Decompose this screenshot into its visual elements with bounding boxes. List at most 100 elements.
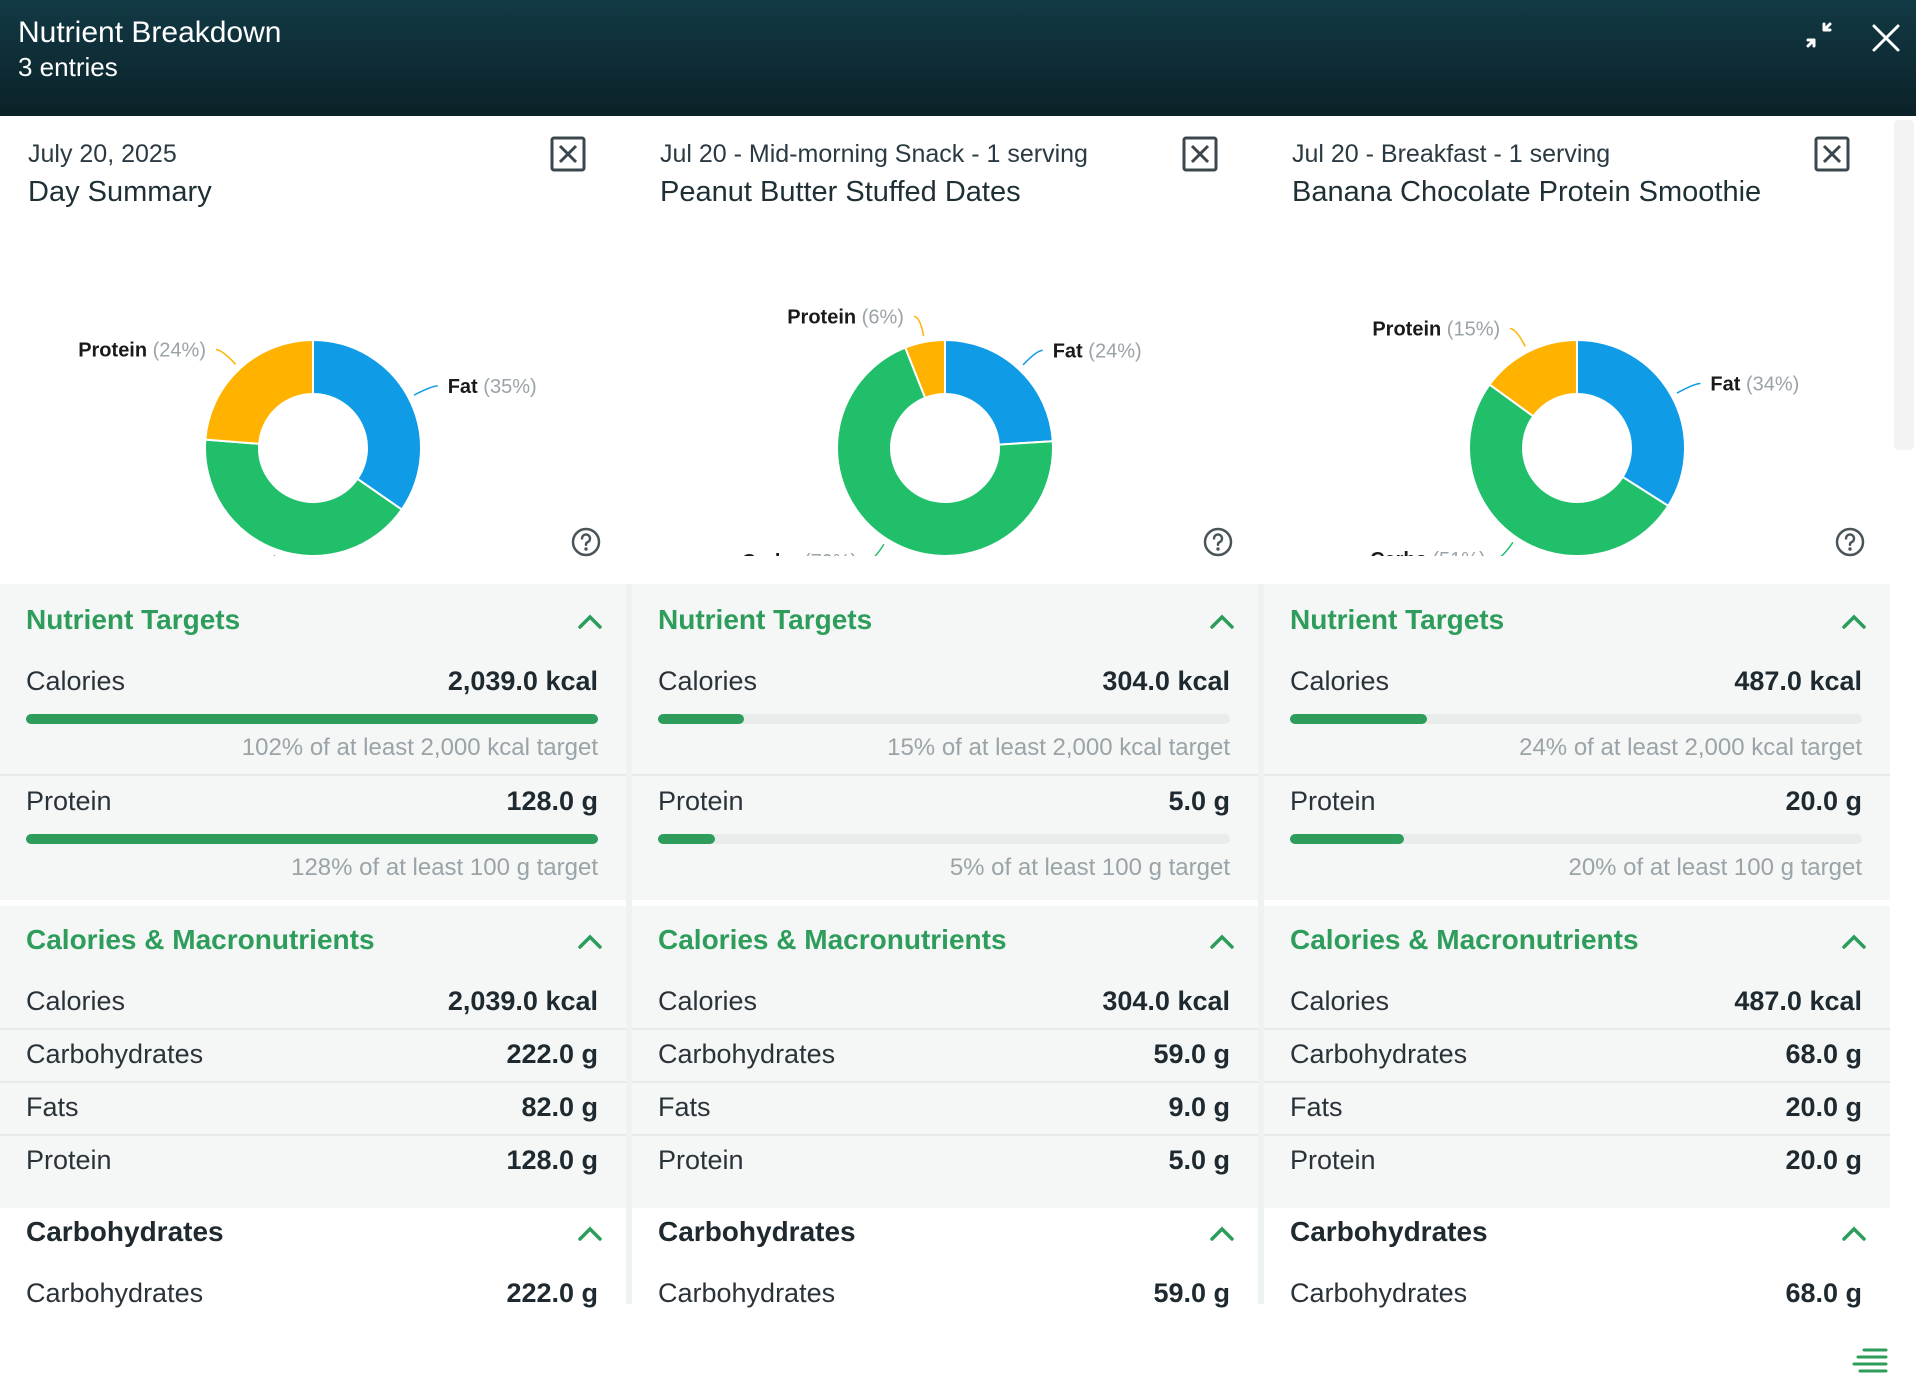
donut-leader-line [1676,382,1701,394]
macro-value: 5.0 g [1168,1145,1230,1175]
close-box-icon [1182,136,1218,172]
macro-label: Protein [26,1145,112,1175]
donut-slice-protein [1488,338,1578,418]
donut-label-protein: Protein (15%) [1372,319,1500,341]
scrollbar[interactable] [1894,120,1914,450]
column-header: July 20, 2025 Day Summary Fat (35%)Carbs… [0,116,626,584]
donut-leader-line [1022,349,1043,366]
donut-slice-carbs [836,346,1054,556]
close-button[interactable] [1866,18,1906,58]
macro-value: 82.0 g [521,1092,598,1122]
target-note: 15% of at least 2,000 kcal target [887,734,1230,761]
collapse-macros-button[interactable] [570,924,610,960]
column-separator [626,584,632,1304]
divider [1264,1028,1890,1030]
macros-title: Calories & Macronutrients [1290,924,1639,955]
macro-label: Carbohydrates [26,1039,204,1069]
calories-progress-bar [1290,714,1862,724]
macro-value: 9.0 g [1168,1092,1230,1122]
donut-leader-line [215,348,237,365]
collapse-carbs-button[interactable] [570,1216,610,1252]
collapse-targets-button[interactable] [1202,604,1242,640]
target-label: Calories [1290,666,1390,696]
macros-section [0,906,626,1208]
donut-slice-fat [1576,338,1686,508]
column-banana-smoothie: Jul 20 - Breakfast - 1 serving Banana Ch… [1264,116,1890,1394]
collapse-targets-button[interactable] [570,604,610,640]
chevron-up-icon [1210,934,1234,949]
carb-value: 59.0 g [1153,1278,1230,1308]
divider [1264,774,1890,776]
donut-slice-carbs [204,438,404,556]
macro-label: Fats [1290,1092,1343,1122]
entry-date: Jul 20 - Breakfast - 1 serving [1292,140,1611,168]
target-note: 20% of at least 100 g target [1568,854,1862,881]
macro-label: Protein [1290,1145,1376,1175]
macros-donut-chart: Fat (34%) Carbs (51%) Protein (15%) [1370,319,1799,556]
remove-entry-button[interactable] [1182,136,1218,172]
collapse-macros-button[interactable] [1834,924,1874,960]
donut-leader-line [874,543,885,556]
chevron-up-icon [578,1226,602,1241]
remove-entry-button[interactable] [1814,136,1850,172]
divider [0,774,626,776]
macro-value: 20.0 g [1785,1092,1862,1122]
help-button[interactable] [570,526,602,558]
progress-fill [1290,714,1428,724]
progress-fill [658,834,716,844]
divider [632,1028,1258,1030]
remove-entry-button[interactable] [550,136,586,172]
menu-button[interactable] [1852,1346,1888,1374]
collapse-carbs-button[interactable] [1834,1216,1874,1252]
carb-label: Carbohydrates [1290,1278,1468,1308]
macro-label: Calories [658,986,758,1016]
target-note: 24% of at least 2,000 kcal target [1519,734,1862,761]
macro-label: Carbohydrates [1290,1039,1468,1069]
nutrient-targets-section [0,584,626,900]
menu-lines-icon [1852,1348,1888,1373]
help-button[interactable] [1202,526,1234,558]
collapse-targets-button[interactable] [1834,604,1874,640]
divider [0,1134,626,1136]
close-box-icon [1814,136,1850,172]
target-value: 487.0 kcal [1734,666,1862,696]
chevron-up-icon [1842,934,1866,949]
entry-name: Peanut Butter Stuffed Dates [660,176,1021,208]
target-value: 5.0 g [1168,786,1230,816]
nutrient-targets-section [632,584,1258,900]
macros-section [632,906,1258,1208]
target-note: 102% of at least 2,000 kcal target [241,734,598,761]
donut-label-protein: Protein (24%) [78,340,206,362]
progress-fill [1290,834,1405,844]
entries-count: 3 entries [18,52,118,82]
help-icon [1835,527,1865,557]
calories-progress-bar [658,714,1230,724]
progress-fill [26,834,598,844]
carbohydrates-title: Carbohydrates [1290,1216,1488,1247]
target-value: 20.0 g [1785,786,1862,816]
help-button[interactable] [1834,526,1866,558]
divider [1264,1134,1890,1136]
target-value: 2,039.0 kcal [447,666,598,696]
column-peanut-butter-dates: Jul 20 - Mid-morning Snack - 1 serving P… [632,116,1258,1394]
donut-leader-line [1510,327,1526,347]
divider [632,774,1258,776]
carb-label: Carbohydrates [658,1278,836,1308]
collapse-carbs-button[interactable] [1202,1216,1242,1252]
collapse-button[interactable] [1802,18,1842,58]
collapse-arrows-icon [1806,22,1832,48]
nutrient-targets-title: Nutrient Targets [658,604,873,635]
nutrient-targets-title: Nutrient Targets [26,604,241,635]
nutrient-targets-title: Nutrient Targets [1290,604,1505,635]
macros-title: Calories & Macronutrients [26,924,375,955]
chevron-up-icon [1842,614,1866,629]
macro-label: Protein [658,1145,744,1175]
donut-label-carbs: Carbs (70%) [742,551,858,556]
target-label: Calories [26,666,126,696]
chevron-up-icon [1210,614,1234,629]
close-icon [1872,24,1900,52]
donut-slice-carbs [1468,383,1670,556]
macros-donut-chart: Fat (24%) Carbs (70%) Protein (6%) [742,306,1142,556]
target-label: Calories [658,666,758,696]
collapse-macros-button[interactable] [1202,924,1242,960]
